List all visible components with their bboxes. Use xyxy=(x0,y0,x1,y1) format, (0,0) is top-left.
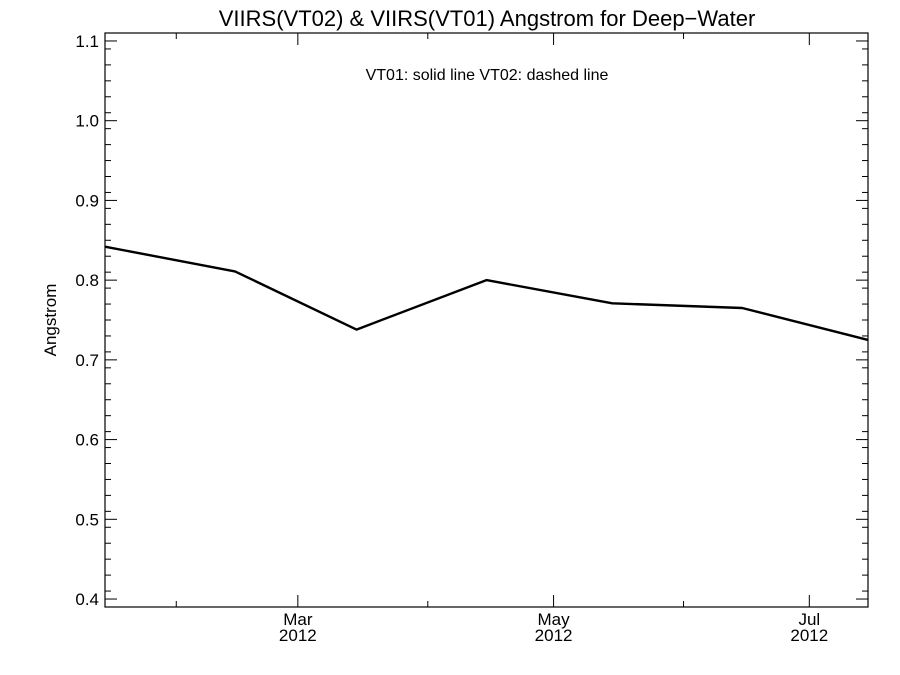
axis-ticks xyxy=(105,32,868,608)
series-line-vt01 xyxy=(104,245,869,342)
y-tick-label: 0.8 xyxy=(75,271,99,290)
x-tick-label-month: Jul xyxy=(798,610,820,629)
line-style-note: VT01: solid line VT02: dashed line xyxy=(366,67,609,84)
y-tick-label: 0.4 xyxy=(75,590,99,609)
x-tick-label-month: May xyxy=(538,610,571,629)
y-tick-label: 0.9 xyxy=(75,191,99,210)
x-tick-label-year: 2012 xyxy=(535,626,573,645)
x-tick-label-year: 2012 xyxy=(279,626,317,645)
series-layer xyxy=(104,245,869,342)
y-tick-label: 1.1 xyxy=(75,32,99,51)
y-axis-label: Angstrom xyxy=(41,284,60,357)
y-tick-label: 1.0 xyxy=(75,112,99,131)
x-tick-label-month: Mar xyxy=(283,610,313,629)
y-tick-label: 0.5 xyxy=(75,510,99,529)
y-tick-label: 0.7 xyxy=(75,351,99,370)
y-tick-labels: 0.4 0.5 0.6 0.7 0.8 0.9 1.0 1.1 xyxy=(75,32,99,609)
x-tick-label-year: 2012 xyxy=(790,626,828,645)
y-tick-label: 0.6 xyxy=(75,431,99,450)
chart-title: VIIRS(VT02) & VIIRS(VT01) Angstrom for D… xyxy=(219,6,756,31)
plot-frame xyxy=(104,32,869,608)
